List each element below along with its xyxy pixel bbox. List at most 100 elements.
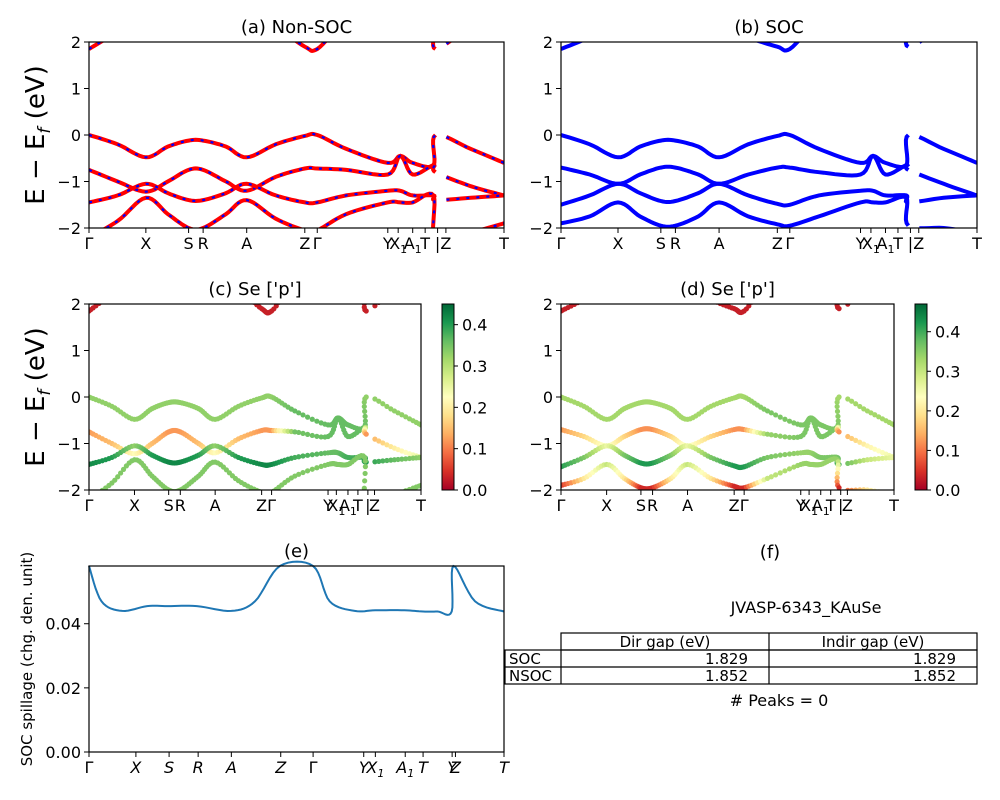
band-0-marker (314, 418, 320, 424)
band-2-marker (304, 452, 311, 458)
y-tick-label: −2 (57, 481, 81, 500)
band-4-marker (891, 283, 896, 288)
band-4-marker (156, 283, 161, 288)
band-2-marker (777, 452, 783, 458)
band-1-marker (777, 433, 783, 439)
band-3-marker (853, 487, 859, 490)
band-0-marker (362, 413, 368, 419)
band-2-marker (296, 454, 302, 460)
band-4-marker (158, 283, 163, 288)
x-tick-label: Z (274, 758, 287, 777)
band-4-marker (647, 283, 652, 288)
band-4-marker (109, 292, 114, 297)
band-4-marker (596, 287, 601, 292)
band-3-marker (362, 470, 368, 477)
band-3-marker (857, 487, 863, 490)
band-4-marker (349, 282, 354, 287)
band-0-marker (845, 396, 851, 402)
band-3-marker (395, 491, 400, 496)
band-4-marker (362, 297, 367, 302)
band-4-dash-overlay (445, 42, 451, 45)
band-4-marker (399, 285, 404, 290)
band-4-marker (341, 283, 346, 288)
y-tick-label: 0.04 (45, 615, 81, 634)
x-tick-label: Z (913, 234, 924, 253)
band-4-marker (162, 283, 167, 288)
band-4-marker (599, 285, 604, 290)
band-1-marker (791, 434, 797, 441)
band-4-marker (650, 283, 655, 288)
band-4-marker (795, 283, 800, 288)
band-4-marker (887, 283, 892, 288)
x-tick-label: Z (772, 234, 783, 253)
band-4-marker (115, 289, 120, 294)
band-4-marker (332, 283, 337, 288)
band-4-marker (362, 283, 367, 288)
band-4-marker (160, 283, 165, 288)
band-4-marker (363, 293, 368, 298)
band-2-marker (384, 457, 390, 464)
band-3-marker (380, 498, 385, 503)
band-4-marker (198, 283, 203, 288)
x-tick-label: Γ (85, 758, 94, 777)
x-tick-label: X (129, 496, 140, 515)
band-4-marker (849, 298, 854, 303)
table-row-nsoc-dir: 1.852 (705, 667, 748, 685)
band-2-soc-line (561, 181, 910, 208)
band-4-marker (395, 286, 400, 291)
x-tick-label: X1 (365, 758, 384, 780)
y-tick-label: 0.02 (45, 679, 81, 698)
x-tick-label: A (225, 758, 237, 777)
panel-c-plot-area (89, 282, 423, 503)
band-4-marker (372, 304, 378, 309)
band-3-marker (362, 458, 368, 464)
band-2-marker (786, 451, 793, 457)
band-4-marker (622, 283, 627, 288)
band-4-marker (121, 286, 126, 291)
band-4-marker (168, 283, 173, 288)
band-4-marker (808, 283, 813, 288)
band-4-marker (865, 287, 870, 292)
band-2-marker (768, 454, 774, 460)
band-4-marker (845, 304, 851, 307)
band-4-marker (273, 304, 279, 309)
band-1-marker (309, 432, 315, 439)
table-header-indir-gap: Indir gap (eV) (822, 633, 925, 651)
band-4-marker (363, 308, 369, 314)
band-4-marker (143, 282, 148, 287)
band-4-marker (632, 283, 637, 288)
band-1-marker (845, 433, 851, 440)
material-id: JVASP-6343_KAuSe (730, 598, 882, 618)
band-4-marker (118, 288, 123, 293)
x-tick-label: Z (256, 496, 267, 515)
band-4-marker (670, 283, 675, 288)
band-4-marker (124, 285, 129, 290)
band-4-marker (746, 304, 752, 309)
panel-b-plot-area (561, 42, 977, 228)
band-4-marker (626, 283, 631, 288)
x-tick-label: Z (440, 234, 451, 253)
band-4-marker (322, 283, 327, 288)
band-3-marker (112, 477, 118, 483)
band-3-marker (418, 482, 421, 488)
band-0-marker (834, 403, 840, 410)
colorbar-tick-label: 0.2 (462, 398, 487, 417)
band-2-marker (876, 456, 882, 462)
panel-f-gap-summary: (f) JVASP-6343_KAuSe Dir gap (eV) Indir … (504, 542, 978, 710)
band-3-marker (782, 468, 788, 474)
band-4-marker (872, 285, 877, 290)
band-1-marker (384, 442, 390, 448)
y-tick-label: −1 (529, 173, 553, 192)
band-1-marker (304, 431, 311, 438)
x-tick-label: T (888, 496, 899, 515)
colorbar-tick-label: 0.2 (935, 402, 960, 421)
band-0-marker (782, 416, 788, 422)
band-0-marker (786, 418, 793, 424)
band-4-marker (418, 283, 423, 288)
y-tick-label: 1 (71, 342, 81, 361)
y-tick-label: 2 (71, 33, 81, 52)
band-1-marker (872, 446, 878, 452)
x-tick-label: Z (299, 234, 310, 253)
panel-e-title: (e) (284, 541, 309, 562)
band-4-marker (571, 304, 577, 307)
